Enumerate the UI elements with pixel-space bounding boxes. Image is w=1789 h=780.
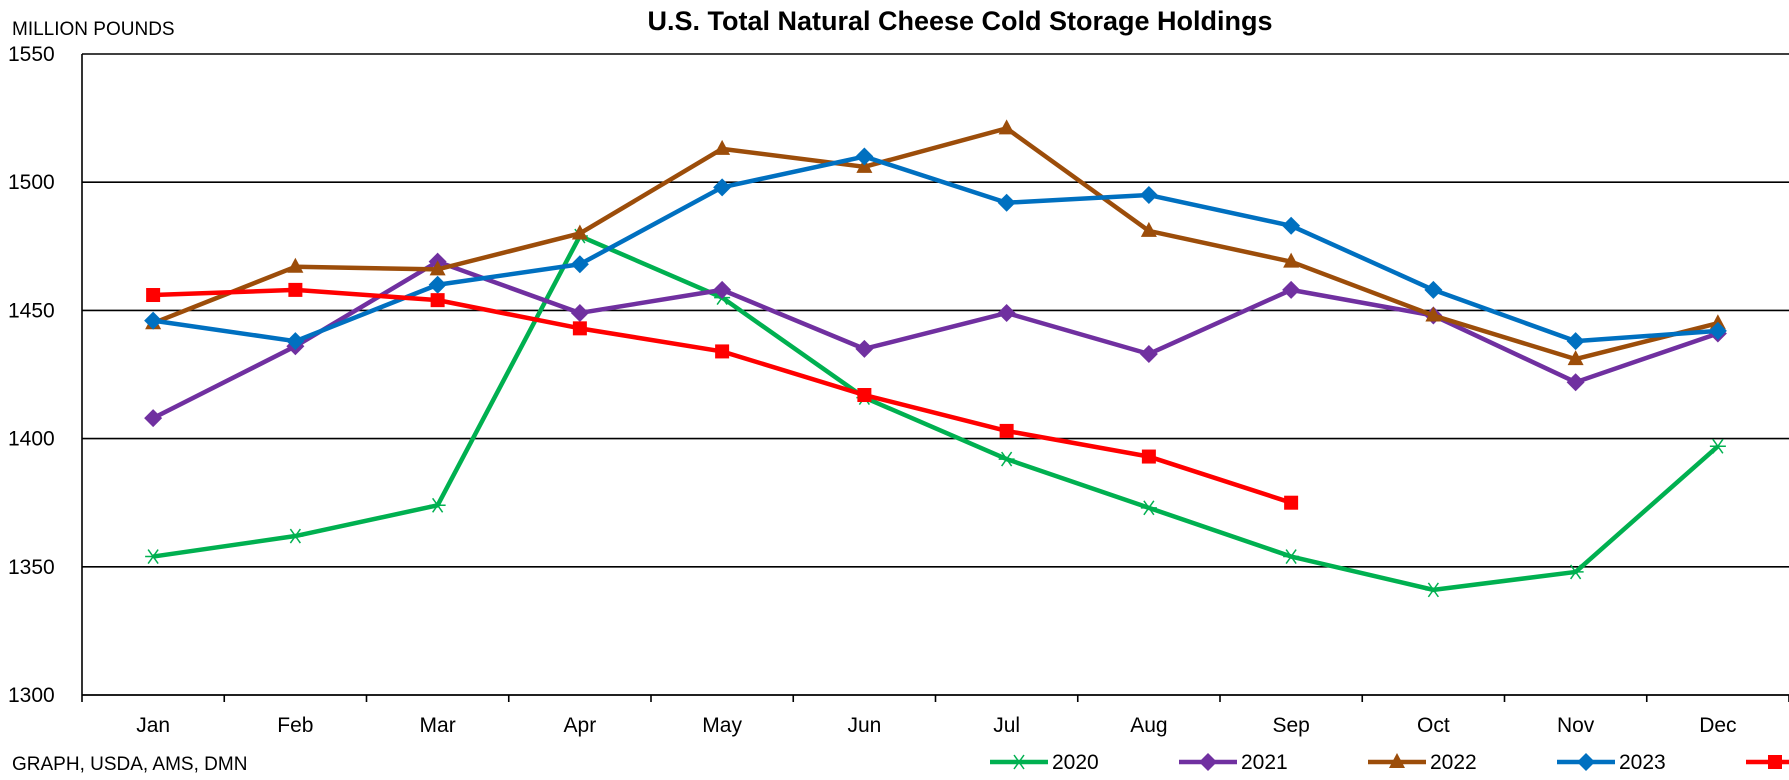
series-2021 <box>144 252 1727 428</box>
legend-label: 2023 <box>1619 751 1666 774</box>
data-point-2024 <box>288 282 303 297</box>
y-tick-label: 1550 <box>8 43 55 66</box>
legend-swatch-marker <box>1768 755 1782 769</box>
legend-label: 2021 <box>1241 751 1288 774</box>
data-point-2022 <box>1425 306 1442 322</box>
data-point-2021 <box>144 409 163 428</box>
data-point-2021 <box>570 303 589 322</box>
y-tick-label: 1400 <box>8 428 55 451</box>
series-line-2024 <box>153 287 1292 505</box>
data-point-2022 <box>571 224 588 240</box>
data-point-2024 <box>1284 495 1299 510</box>
y-tick-label: 1450 <box>8 299 55 322</box>
x-tick-label: Apr <box>564 714 597 737</box>
data-point-2020 <box>1709 438 1726 454</box>
series-line-2022 <box>152 126 1719 362</box>
legend-swatch-marker <box>1577 753 1595 771</box>
data-point-2022 <box>429 260 446 276</box>
data-point-2024 <box>999 423 1014 438</box>
data-point-2023 <box>1708 321 1727 340</box>
x-tick-label: May <box>702 714 742 737</box>
data-point-2021 <box>855 339 874 358</box>
data-point-2023 <box>286 332 305 351</box>
series-2024 <box>146 282 1299 510</box>
data-point-2023 <box>855 147 874 166</box>
data-point-2024 <box>146 288 161 303</box>
legend: 2020 2021 2022 2023 2024 <box>990 751 1789 774</box>
data-point-2020 <box>1283 549 1300 564</box>
legend-item-2024: 2024 <box>1746 755 1789 769</box>
x-tick-label: Oct <box>1417 714 1450 737</box>
y-tick-label: 1300 <box>8 684 55 707</box>
data-point-2023 <box>570 255 589 274</box>
data-point-2020 <box>1140 500 1157 516</box>
data-point-2022 <box>1283 252 1300 268</box>
data-point-2023 <box>1424 280 1443 299</box>
data-point-2024 <box>572 321 587 336</box>
data-point-2023 <box>1139 186 1158 205</box>
data-point-2021 <box>713 280 732 299</box>
data-point-2021 <box>1139 344 1158 363</box>
data-point-2022 <box>1567 350 1584 366</box>
data-point-2022 <box>287 257 304 273</box>
data-point-2023 <box>1566 332 1585 351</box>
series-layer <box>144 119 1727 598</box>
grid-lines <box>82 53 1789 696</box>
x-tick-label: Aug <box>1130 714 1167 737</box>
legend-item-2022: 2022 <box>1368 751 1477 774</box>
series-line-2020 <box>152 233 1720 593</box>
data-point-2021 <box>997 303 1016 322</box>
legend-label: 2022 <box>1430 751 1477 774</box>
source-note: GRAPH, USDA, AMS, DMN <box>12 754 247 775</box>
legend-item-2023: 2023 <box>1557 751 1666 774</box>
series-2023 <box>144 147 1727 351</box>
data-point-2020 <box>1425 582 1442 598</box>
y-axis-label: MILLION POUNDS <box>12 19 175 40</box>
x-tick-label: Feb <box>277 714 313 737</box>
data-point-2021 <box>1282 280 1301 299</box>
data-point-2020 <box>429 497 446 513</box>
data-point-2024 <box>857 388 872 403</box>
x-tick-label: Mar <box>420 714 456 737</box>
series-line-2023 <box>152 154 1719 344</box>
legend-item-2020: 2020 <box>990 751 1099 774</box>
data-point-2020 <box>287 528 304 544</box>
x-tick-label: Nov <box>1557 714 1595 737</box>
data-point-2023 <box>713 178 732 197</box>
data-point-2024 <box>1141 449 1156 464</box>
data-point-2023 <box>1282 216 1301 235</box>
data-point-2022 <box>714 139 731 155</box>
axes: 1300 1350 1400 1450 1500 1550 Jan Feb Mar Apr May J… <box>8 43 1789 737</box>
series-line-2021 <box>152 259 1719 421</box>
data-point-2020 <box>1567 564 1584 580</box>
legend-item-2021: 2021 <box>1179 751 1288 774</box>
data-point-2022 <box>1709 314 1726 330</box>
chart-title: U.S. Total Natural Cheese Cold Storage H… <box>647 6 1272 36</box>
data-point-2020 <box>145 549 162 564</box>
data-point-2024 <box>715 344 730 359</box>
data-point-2023 <box>144 311 163 330</box>
data-point-2021 <box>1566 373 1585 392</box>
legend-label: 2020 <box>1052 751 1099 774</box>
legend-swatch-marker <box>1389 753 1405 768</box>
data-point-2024 <box>430 293 445 308</box>
data-point-2023 <box>997 193 1016 212</box>
y-tick-label: 1350 <box>8 556 55 579</box>
legend-swatch-marker <box>1199 753 1217 771</box>
x-tick-label: Sep <box>1272 714 1309 737</box>
data-point-2022 <box>998 119 1015 135</box>
data-point-2020 <box>998 451 1015 467</box>
x-tick-label: Jan <box>136 714 170 737</box>
y-tick-label: 1500 <box>8 171 55 194</box>
data-point-2023 <box>428 275 447 294</box>
series-2022 <box>145 119 1726 366</box>
x-tick-label: Jul <box>993 714 1020 737</box>
x-tick-label: Dec <box>1699 714 1736 737</box>
x-tick-label: Jun <box>847 714 881 737</box>
data-point-2022 <box>1140 221 1157 237</box>
legend-swatch-marker <box>1011 754 1027 770</box>
